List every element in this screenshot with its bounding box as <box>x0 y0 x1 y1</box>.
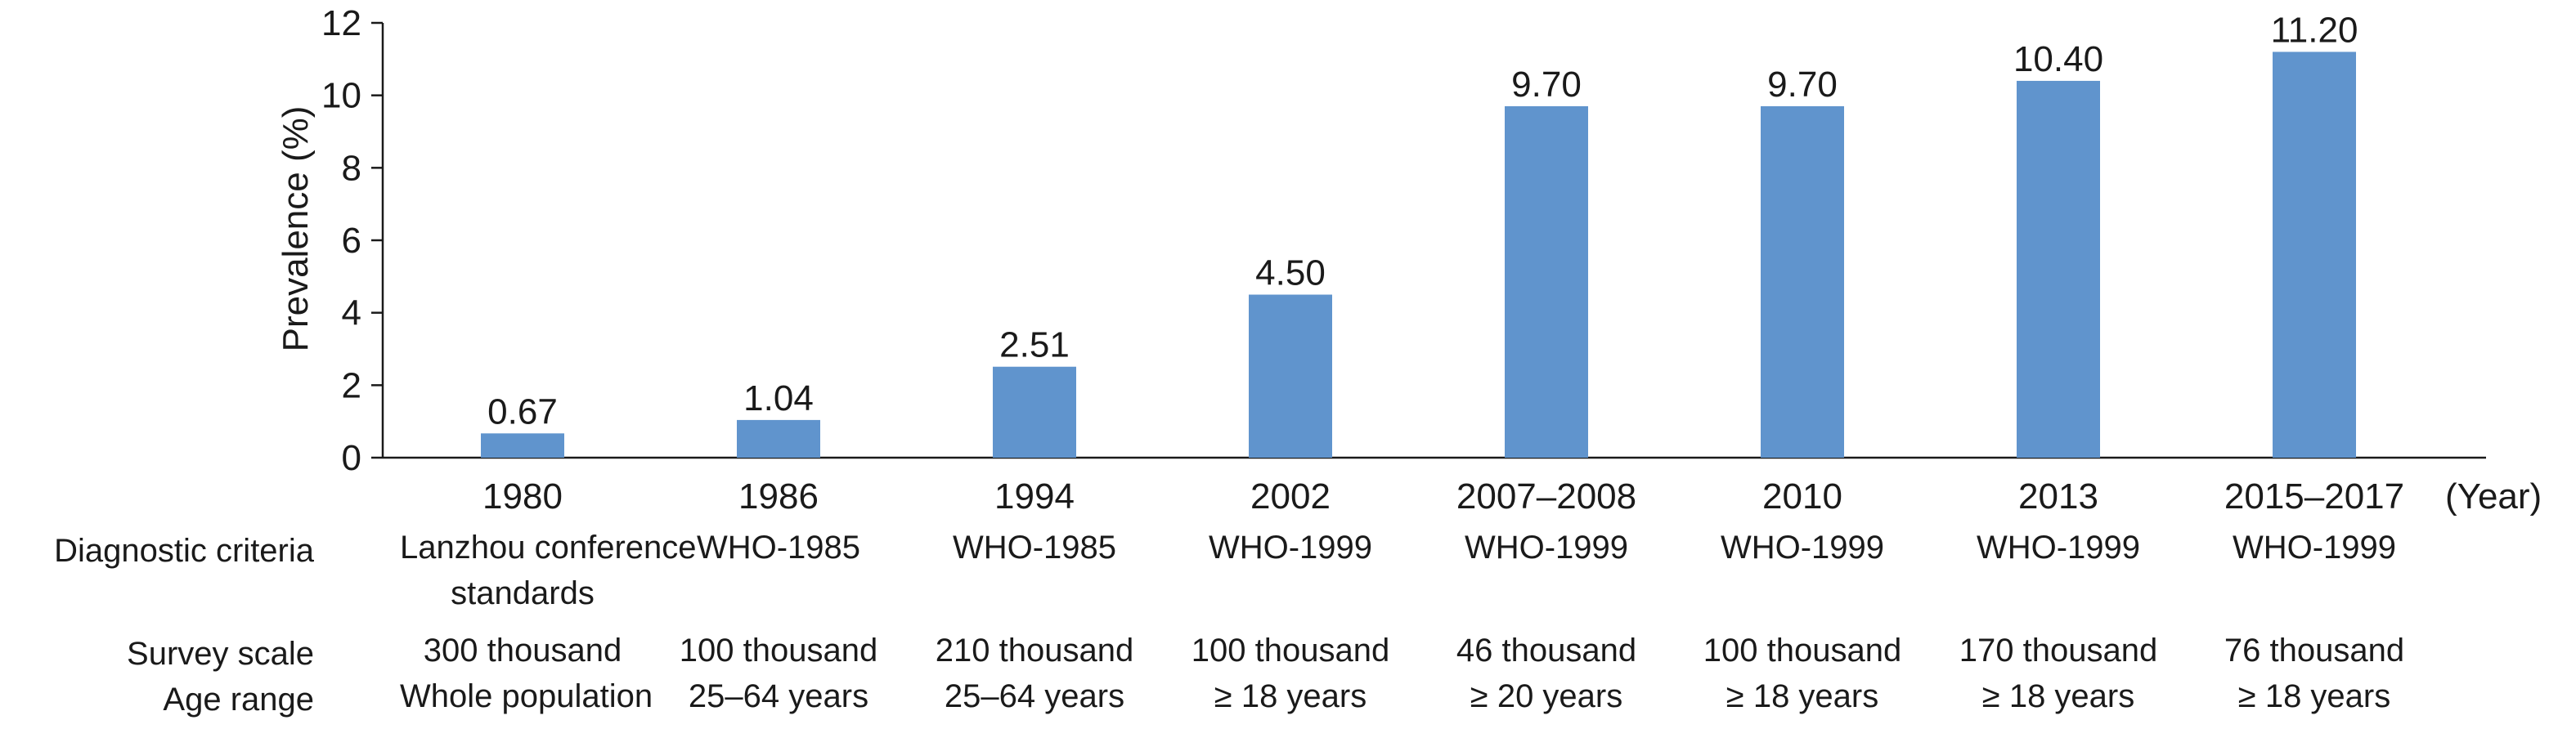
y-axis-label: Prevalence (%) <box>276 106 316 352</box>
x-tick-label: 2013 <box>2018 476 2098 517</box>
age-range-cell: 25–64 years <box>912 673 1157 719</box>
cell-line: WHO-1999 <box>1976 530 2141 566</box>
diagnostic-criteria-cell: WHO-1999 <box>2192 525 2437 570</box>
bar <box>993 366 1076 458</box>
cell-line: 100 thousand <box>679 633 878 669</box>
cell-line: 76 thousand <box>2224 633 2405 669</box>
chart-axes: 0 2 4 6 8 10 12 1980 1986 1994 2002 2007–2008 2010 20… <box>321 3 2486 517</box>
diagnostic-criteria-cell: WHO-1999 <box>1424 525 1669 570</box>
diagnostic-criteria-cell: Lanzhou conference standards <box>400 525 697 616</box>
row-label-diagnostic-criteria: Diagnostic criteria <box>54 533 314 569</box>
cell-line: WHO-1999 <box>2232 530 2397 566</box>
cell-line: WHO-1999 <box>1720 530 1885 566</box>
survey-scale-cell: 46 thousand <box>1424 628 1669 673</box>
survey-scale-cell: 210 thousand <box>912 628 1157 673</box>
bar-value-label: 10.40 <box>2013 39 2103 79</box>
x-tick-label: 2007–2008 <box>1456 476 1636 517</box>
survey-scale-cell: 170 thousand <box>1936 628 2181 673</box>
x-tick-label: 2015–2017 <box>2224 476 2404 517</box>
diagnostic-criteria-cell: WHO-1999 <box>1936 525 2181 570</box>
diagnostic-criteria-cell: WHO-1985 <box>912 525 1157 570</box>
bar-value-label: 2.51 <box>999 325 1070 365</box>
diagnostic-criteria-cell: WHO-1999 <box>1680 525 1925 570</box>
x-tick-label: 1994 <box>994 476 1075 517</box>
bar <box>1761 105 1844 458</box>
bar-value-label: 9.70 <box>1767 65 1838 105</box>
diagnostic-criteria-cell: WHO-1985 <box>656 525 901 570</box>
y-tick-label: 2 <box>342 365 361 405</box>
bar <box>2273 51 2356 458</box>
row-label-age-range: Age range <box>163 682 314 718</box>
row-label-survey-scale: Survey scale <box>127 636 314 672</box>
bar-value-label: 9.70 <box>1511 65 1582 105</box>
survey-scale-cell: 100 thousand <box>1680 628 1925 673</box>
age-range-cell: ≥ 18 years <box>1680 673 1925 719</box>
cell-line: WHO-1999 <box>1464 530 1629 566</box>
y-tick-label: 4 <box>342 293 361 333</box>
age-range-cell: Whole population <box>400 673 653 719</box>
bar-value-label: 0.67 <box>487 391 558 432</box>
bar-value-label: 11.20 <box>2271 10 2358 50</box>
bar-value-label: 1.04 <box>743 378 814 418</box>
cell-line: ≥ 18 years <box>1981 678 2135 714</box>
age-range-cell: 25–64 years <box>656 673 901 719</box>
cell-line: ≥ 18 years <box>1214 678 1367 714</box>
y-tick-label: 10 <box>321 76 361 116</box>
x-tick-label: 2010 <box>1762 476 1842 517</box>
survey-scale-cell: 76 thousand <box>2192 628 2437 673</box>
cell-line: standards <box>451 575 595 611</box>
diagnostic-criteria-cell: WHO-1999 <box>1168 525 1413 570</box>
cell-line: Whole population <box>400 678 653 714</box>
bar <box>481 433 564 458</box>
cell-line: 300 thousand <box>423 633 622 669</box>
cell-line: 170 thousand <box>1959 633 2158 669</box>
age-range-cell: ≥ 18 years <box>1168 673 1413 719</box>
cell-line: Lanzhou conference <box>400 530 697 566</box>
age-range-cell: ≥ 20 years <box>1424 673 1669 719</box>
survey-scale-cell: 300 thousand <box>400 628 645 673</box>
cell-line: ≥ 18 years <box>2237 678 2391 714</box>
bar <box>1249 294 1332 458</box>
y-tick-label: 0 <box>342 438 361 478</box>
bar <box>2017 80 2100 458</box>
cell-line: 100 thousand <box>1191 633 1390 669</box>
cell-line: ≥ 18 years <box>1726 678 1879 714</box>
bar-value-label: 4.50 <box>1255 253 1326 293</box>
y-tick-label: 12 <box>321 3 361 43</box>
age-range-cell: ≥ 18 years <box>1936 673 2181 719</box>
survey-scale-cell: 100 thousand <box>1168 628 1413 673</box>
x-tick-label: 1986 <box>738 476 819 517</box>
y-tick-label: 8 <box>342 148 361 188</box>
cell-line: 25–64 years <box>944 678 1125 714</box>
age-range-cell: ≥ 18 years <box>2192 673 2437 719</box>
cell-line: 25–64 years <box>688 678 869 714</box>
cell-line: WHO-1985 <box>696 530 861 566</box>
cell-line: WHO-1985 <box>952 530 1117 566</box>
x-tick-label: 1980 <box>482 476 563 517</box>
cell-line: WHO-1999 <box>1208 530 1373 566</box>
bar <box>737 419 820 458</box>
cell-line: 100 thousand <box>1703 633 1902 669</box>
y-tick-label: 6 <box>342 221 361 261</box>
cell-line: 46 thousand <box>1456 633 1637 669</box>
cell-line: 210 thousand <box>935 633 1134 669</box>
survey-scale-cell: 100 thousand <box>656 628 901 673</box>
x-axis-unit-label: (Year) <box>2445 476 2542 517</box>
x-tick-label: 2002 <box>1250 476 1331 517</box>
chart-bars: 0.67 1.04 2.51 4.50 9.70 9.70 10.40 11.20 <box>481 10 2358 458</box>
cell-line: ≥ 20 years <box>1470 678 1623 714</box>
bar <box>1505 105 1588 458</box>
